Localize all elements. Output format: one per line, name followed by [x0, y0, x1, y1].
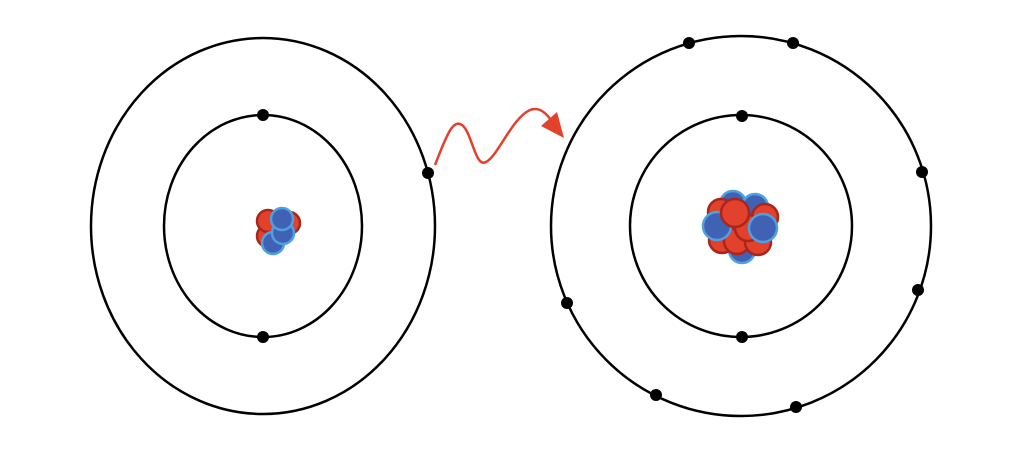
- electron: [736, 110, 748, 122]
- electron: [422, 167, 434, 179]
- nucleus: [255, 206, 302, 256]
- wavy-arrow-line: [433, 107, 554, 166]
- neutron: [269, 206, 295, 232]
- proton: [719, 197, 751, 229]
- right-atom: [549, 34, 933, 418]
- electron: [736, 331, 748, 343]
- electron: [257, 109, 269, 121]
- arrow-head: [541, 112, 564, 138]
- neutron: [747, 212, 779, 244]
- electron: [787, 37, 799, 49]
- electron: [257, 331, 269, 343]
- electron: [916, 166, 928, 178]
- nucleus: [701, 189, 780, 265]
- electron: [650, 389, 662, 401]
- left-atom: [89, 36, 437, 416]
- outer-shell: [89, 36, 437, 416]
- outer-shell: [549, 34, 933, 418]
- transfer-arrow: [433, 107, 564, 166]
- electron: [790, 401, 802, 413]
- electron: [683, 37, 695, 49]
- electron: [561, 297, 573, 309]
- electron: [912, 284, 924, 296]
